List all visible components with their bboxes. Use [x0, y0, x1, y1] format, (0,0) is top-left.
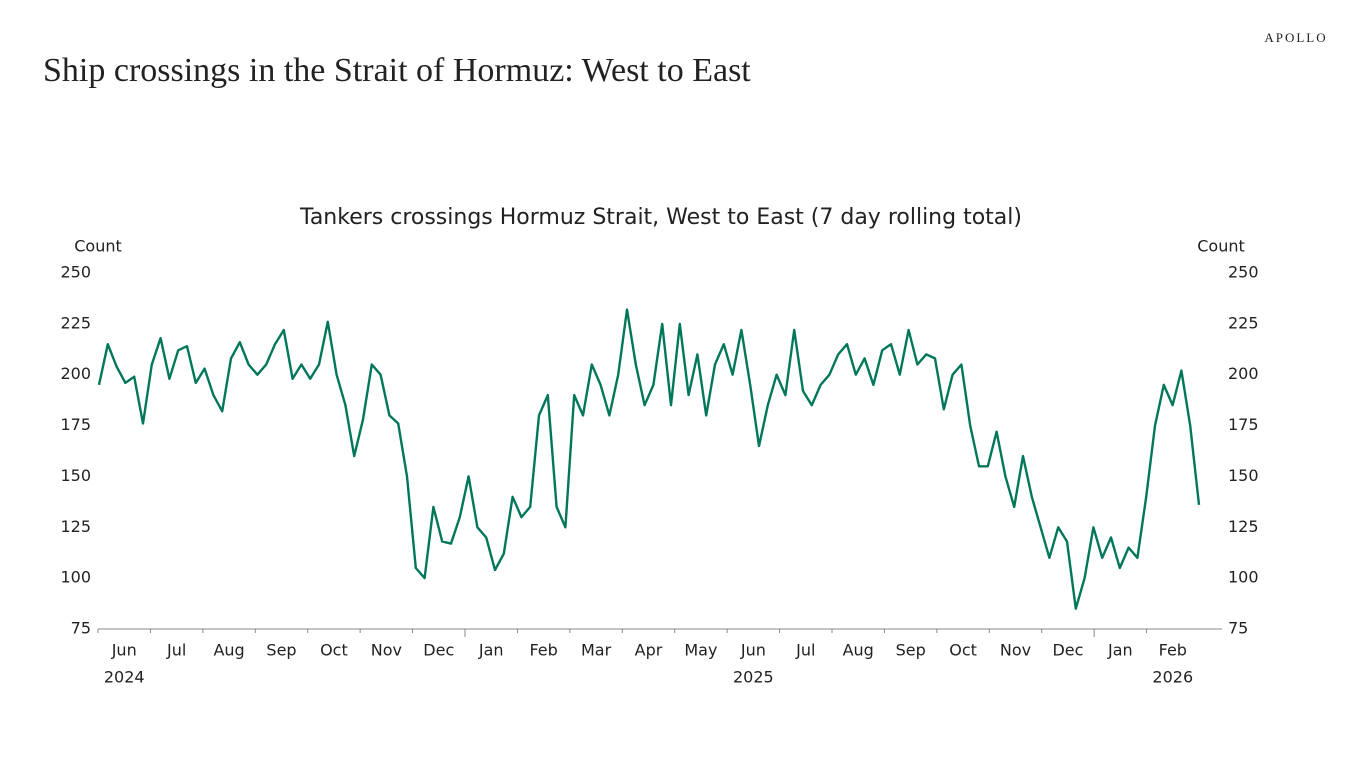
y2-tick-label: 175	[1228, 415, 1259, 434]
y-tick-label: 75	[71, 619, 91, 638]
y2-axis-label: Count	[1197, 237, 1245, 256]
y2-tick-label: 250	[1228, 263, 1259, 282]
y-tick-label: 125	[60, 517, 91, 536]
x-tick-label: Jun	[740, 641, 766, 660]
x-year-label: 2026	[1152, 668, 1193, 687]
x-tick-label: Dec	[423, 641, 454, 660]
y-tick-label: 250	[60, 263, 91, 282]
x-tick-label: Mar	[581, 641, 612, 660]
x-year-label: 2025	[733, 668, 774, 687]
x-tick-label: Jul	[795, 641, 815, 660]
x-tick-label: Feb	[529, 641, 557, 660]
y2-tick-label: 150	[1228, 466, 1259, 485]
y-tick-label: 175	[60, 415, 91, 434]
x-tick-label: Aug	[213, 641, 244, 660]
y2-tick-label: 225	[1228, 313, 1259, 332]
y2-tick-label: 100	[1228, 568, 1259, 587]
y-axis-label: Count	[74, 237, 122, 256]
x-tick-label: Nov	[371, 641, 402, 660]
x-tick-label: Jul	[166, 641, 186, 660]
x-tick-label: Oct	[949, 641, 977, 660]
page-title: Ship crossings in the Strait of Hormuz: …	[43, 52, 751, 89]
x-tick-label: Aug	[843, 641, 874, 660]
y2-tick-label: 200	[1228, 364, 1259, 383]
chart-title: Tankers crossings Hormuz Strait, West to…	[299, 205, 1022, 230]
data-line	[97, 308, 1201, 610]
brand: APOLLO	[1264, 30, 1327, 45]
x-tick-label: Feb	[1159, 641, 1187, 660]
x-tick-label: May	[684, 641, 717, 660]
x-tick-label: Nov	[1000, 641, 1031, 660]
y2-tick-label: 125	[1228, 517, 1259, 536]
y-tick-label: 225	[60, 313, 91, 332]
x-tick-label: Jan	[1107, 641, 1133, 660]
y-tick-label: 100	[60, 568, 91, 587]
y2-tick-label: 75	[1228, 619, 1248, 638]
y-tick-label: 150	[60, 466, 91, 485]
x-tick-label: Dec	[1052, 641, 1083, 660]
x-tick-label: Sep	[896, 641, 926, 660]
y-tick-label: 200	[60, 364, 91, 383]
x-tick-label: Jan	[478, 641, 504, 660]
x-tick-label: Apr	[635, 641, 663, 660]
x-year-label: 2024	[104, 668, 145, 687]
x-tick-label: Jun	[111, 641, 137, 660]
x-tick-label: Sep	[266, 641, 296, 660]
x-tick-label: Oct	[320, 641, 348, 660]
